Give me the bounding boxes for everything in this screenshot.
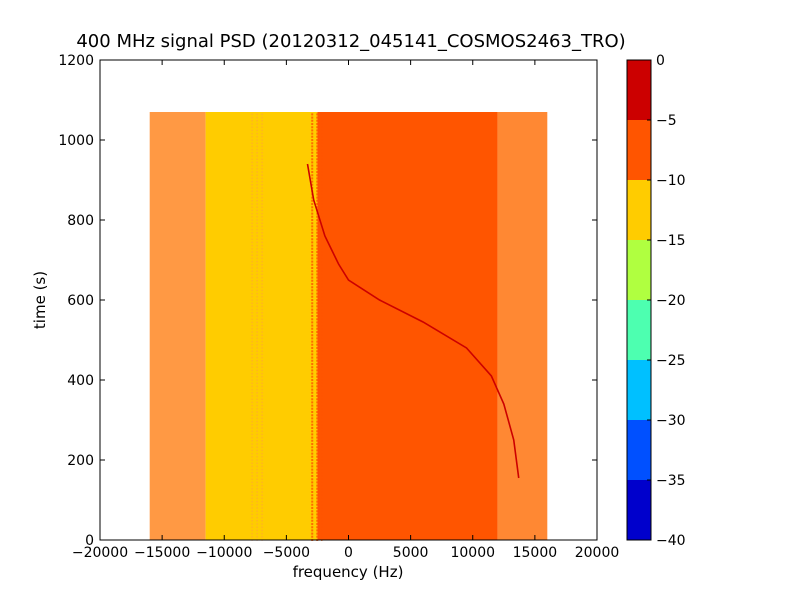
colorbar-tick-label: −35 — [656, 473, 686, 489]
colorbar-tick-label: −15 — [656, 233, 686, 249]
y-axis: 0 200 400 600 800 1000 1200 — [58, 53, 597, 549]
x-tick-label: −5000 — [263, 545, 310, 561]
colorbar-segment — [627, 60, 651, 120]
x-tick-label: −15000 — [134, 545, 190, 561]
colorbar-segment — [627, 360, 651, 420]
colorbar-tick-label: 0 — [656, 53, 665, 69]
heatmap-band — [149, 112, 206, 540]
y-tick-label: 200 — [67, 453, 94, 469]
chart-title: 400 MHz signal PSD (20120312_045141_COSM… — [76, 31, 625, 52]
colorbar: 0 −5 −10 −15 −20 −25 −30 −35 −40 — [626, 53, 686, 549]
heatmap-layer — [149, 112, 548, 541]
y-tick-label: 0 — [85, 533, 94, 549]
x-tick-label: 10000 — [450, 545, 495, 561]
x-tick-label: −20000 — [72, 545, 128, 561]
colorbar-tick-label: −40 — [656, 533, 686, 549]
x-tick-label: −10000 — [196, 545, 252, 561]
colorbar-tick-label: −10 — [656, 173, 686, 189]
y-tick-label: 600 — [67, 293, 94, 309]
colorbar-segment — [627, 420, 651, 480]
colorbar-segment — [627, 300, 651, 360]
y-tick-label: 1000 — [58, 133, 94, 149]
colorbar-segment — [627, 240, 651, 300]
heatmap-band — [205, 112, 318, 540]
colorbar-tick-label: −20 — [656, 293, 686, 309]
y-tick-label: 1200 — [58, 53, 94, 69]
heatmap-texture — [251, 113, 323, 541]
y-tick-label: 800 — [67, 213, 94, 229]
colorbar-segment — [627, 180, 651, 240]
x-tick-label: 15000 — [513, 545, 558, 561]
colorbar-segment — [627, 480, 651, 540]
signal-trace-layer — [306, 163, 520, 479]
y-axis-label: time (s) — [31, 271, 49, 329]
colorbar-tick-label: −5 — [656, 113, 677, 129]
y-tick-label: 400 — [67, 373, 94, 389]
x-tick-label: 20000 — [575, 545, 620, 561]
signal-trace-line — [306, 163, 520, 479]
colorbar-tick-label: −30 — [656, 413, 686, 429]
colorbar-tick-label: −25 — [656, 353, 686, 369]
x-axis-label: frequency (Hz) — [293, 563, 404, 581]
colorbar-segment — [627, 120, 651, 180]
x-axis: −20000 −15000 −10000 −5000 0 5000 10000 15000 20… — [72, 60, 619, 561]
heatmap-band — [317, 112, 498, 540]
x-tick-label: 5000 — [393, 545, 429, 561]
x-tick-label: 0 — [344, 545, 353, 561]
heatmap-band — [497, 112, 548, 540]
